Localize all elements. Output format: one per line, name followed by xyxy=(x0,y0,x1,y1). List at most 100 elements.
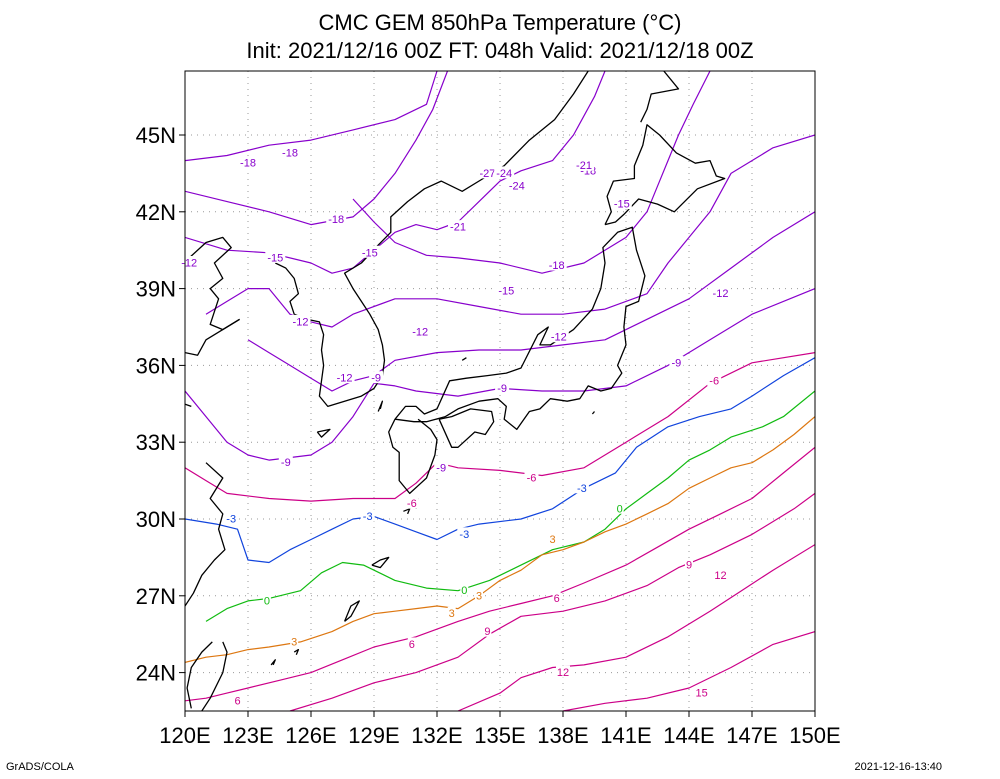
isotherm-line xyxy=(205,390,815,622)
lat-tick-label: 36N xyxy=(136,353,176,378)
contour-label-bg xyxy=(548,532,557,545)
contour-label: -12 xyxy=(412,327,428,339)
isotherm-line xyxy=(185,288,815,461)
coastline xyxy=(275,71,589,408)
contour-label: -12 xyxy=(713,288,729,300)
contour-label-bg xyxy=(460,583,469,596)
coastline xyxy=(591,411,595,415)
contour-label-bg xyxy=(434,460,449,473)
contour-label: -15 xyxy=(614,199,630,211)
contour-label: 6 xyxy=(234,695,240,707)
isotherm-line xyxy=(185,71,606,274)
contour-label-bg xyxy=(360,509,375,522)
contour-label-bg xyxy=(262,593,271,606)
lon-tick-label: 126E xyxy=(285,723,336,748)
contour-label-bg xyxy=(556,665,570,678)
contour-label: -15 xyxy=(498,286,514,298)
footer-timestamp: 2021-12-16-13:40 xyxy=(854,761,942,773)
contour-label: -15 xyxy=(362,247,378,259)
contour-label: 3 xyxy=(476,590,482,602)
contour-label: 3 xyxy=(291,636,297,648)
coastline xyxy=(388,418,438,495)
isotherm-line xyxy=(352,71,711,274)
contour-label: -15 xyxy=(267,252,283,264)
contour-label-bg xyxy=(713,568,728,581)
coastline xyxy=(640,71,680,123)
lon-axis: 120E 123E 126E 129E 132E 135E 138E 141E 144E 147E… xyxy=(159,711,841,748)
contour-label: -9 xyxy=(371,373,381,385)
contour-label-bg xyxy=(495,381,510,394)
contour-label: 3 xyxy=(449,608,455,620)
coastline xyxy=(403,508,411,515)
isotherm-line xyxy=(289,492,815,711)
contour-label-bg xyxy=(710,286,731,299)
contour-label-bg xyxy=(447,606,456,619)
contour-label-bg xyxy=(278,455,293,468)
lat-axis: 24N 27N 30N 33N 36N 39N 42N 45N xyxy=(136,123,185,686)
coastline xyxy=(185,318,240,356)
coastline xyxy=(604,124,726,226)
contour-label-bg xyxy=(707,373,722,386)
contour-label: 0 xyxy=(264,595,270,607)
contour-label-bg xyxy=(615,501,624,514)
contour-label-bg xyxy=(611,197,632,210)
coastline xyxy=(293,648,300,655)
contour-label: 12 xyxy=(557,667,569,679)
contour-label-bg xyxy=(404,496,419,509)
contour-label: -18 xyxy=(282,147,298,159)
contour-label-bg xyxy=(483,624,492,637)
coastline xyxy=(371,556,390,569)
lon-tick-label: 138E xyxy=(537,723,588,748)
contour-label-bg xyxy=(685,558,693,571)
lon-tick-label: 120E xyxy=(159,723,210,748)
contour-label: -27 xyxy=(479,168,495,180)
coastline xyxy=(185,391,192,408)
coastline-layer xyxy=(185,71,726,711)
lat-tick-label: 42N xyxy=(136,200,176,225)
lat-tick-label: 27N xyxy=(136,584,176,609)
contour-label: -21 xyxy=(450,222,466,234)
contour-label-bg xyxy=(224,512,239,524)
contour-label-bg xyxy=(359,245,380,258)
lat-tick-label: 45N xyxy=(136,123,176,148)
contour-label-bg xyxy=(548,330,569,343)
isotherm-line xyxy=(185,71,438,162)
contour-label: 6 xyxy=(554,593,560,605)
isotherm-line xyxy=(205,134,815,328)
contour-label: -9 xyxy=(672,357,682,369)
contour-label: -6 xyxy=(709,375,719,387)
contour-label: 0 xyxy=(461,585,467,597)
contour-label-bg xyxy=(326,212,347,225)
contour-label-bg xyxy=(457,527,472,540)
lon-tick-label: 144E xyxy=(663,723,714,748)
coastline xyxy=(394,226,646,431)
contour-label: -24 xyxy=(496,168,512,180)
lon-tick-label: 129E xyxy=(348,723,399,748)
coastline xyxy=(377,400,384,412)
coastline xyxy=(188,236,240,331)
coastline xyxy=(316,428,331,438)
coastline xyxy=(201,641,228,711)
coastline xyxy=(270,659,276,666)
footer-left: GrADS/COLA xyxy=(6,761,74,773)
lat-tick-label: 39N xyxy=(136,277,176,302)
contour-label-bg xyxy=(524,471,539,484)
lon-tick-label: 123E xyxy=(222,723,273,748)
contour-label-bg xyxy=(233,693,242,706)
lon-tick-label: 132E xyxy=(411,723,462,748)
contour-label: 0 xyxy=(617,503,623,515)
contour-label-bg xyxy=(475,588,483,601)
contour-label: 6 xyxy=(409,639,415,651)
isotherm-line xyxy=(562,631,815,711)
contour-label-bg xyxy=(669,355,684,368)
contour-label-bg xyxy=(280,145,300,158)
contour-label: 9 xyxy=(686,560,692,572)
contour-label-bg xyxy=(410,325,431,338)
lon-tick-label: 150E xyxy=(789,723,840,748)
contour-label: -18 xyxy=(240,158,256,170)
contour-label-bg xyxy=(290,314,311,327)
contour-label: -3 xyxy=(577,483,587,495)
contour-label: 15 xyxy=(695,688,707,700)
lon-tick-label: 135E xyxy=(474,723,525,748)
